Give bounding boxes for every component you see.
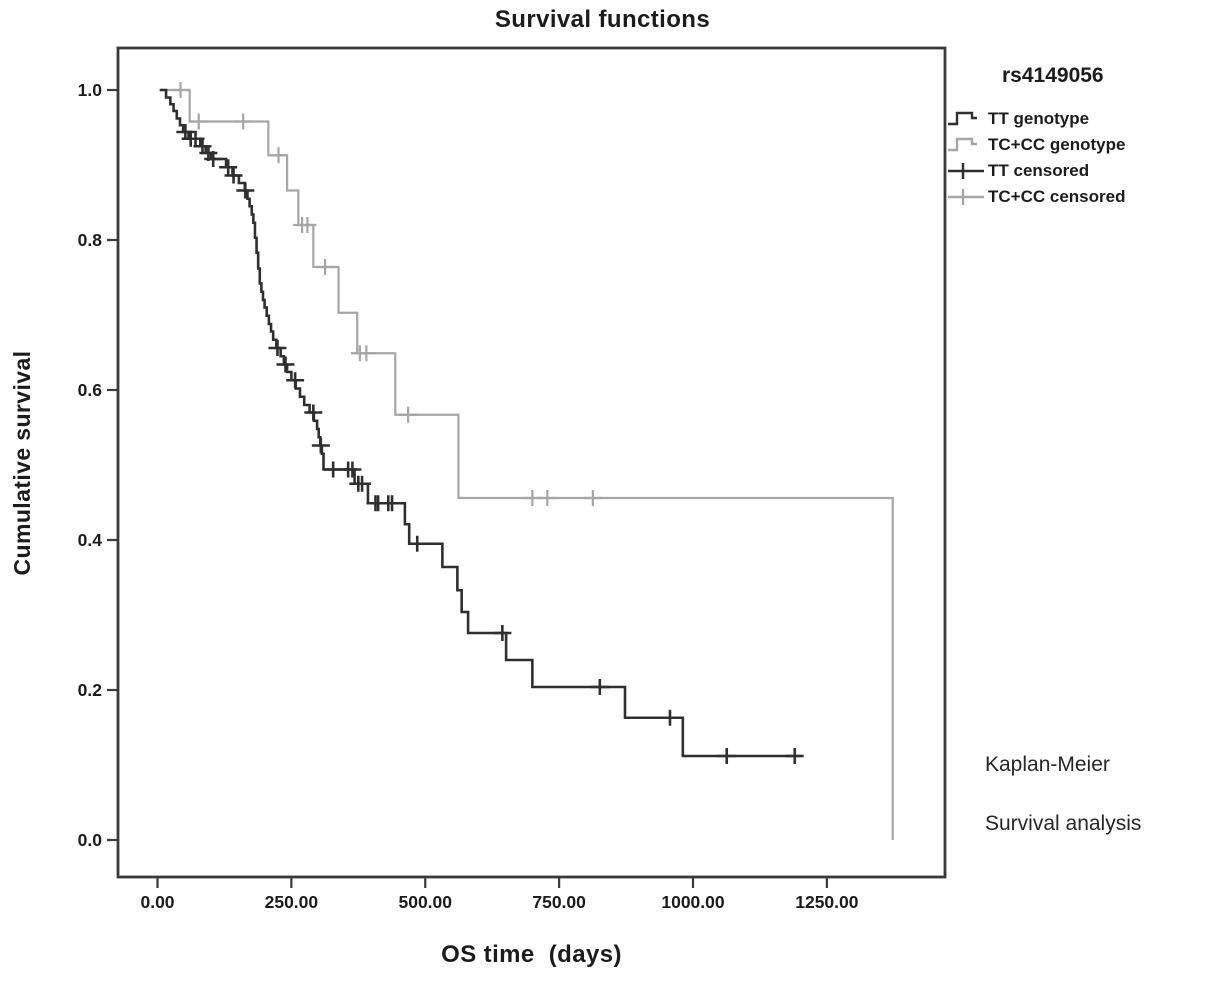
x-tick-label: 750.00 [532,892,586,912]
legend: rs4149056 TT genotype TC+CC genotype TT … [948,64,1198,210]
y-tick-label: 0.2 [78,680,103,700]
tc-cc-genotype-censored-marks [171,82,602,506]
legend-item-label: TT genotype [988,109,1090,128]
x-tick-label: 250.00 [265,892,319,912]
y-tick-label: 0.0 [78,830,103,850]
tt-genotype-step-line-icon [948,111,977,126]
x-tick-label: 0.00 [140,892,174,912]
axis-ticks: 0.00 250.00 500.00 750.00 1000.00 1250.00 1.0 0… [78,80,859,912]
chart-title: Survival functions [494,6,711,33]
legend-item-label: TT censored [988,161,1090,180]
tt-genotype-curve [159,88,801,758]
tt-censored-plus-icon [948,163,984,179]
x-tick-label: 1250.00 [795,892,859,912]
tc-cc-genotype-step-line-icon [948,137,977,152]
y-axis-title: Cumulative survival [9,350,35,576]
x-tick-label: 500.00 [398,892,452,912]
legend-item-tc-cc-genotype: TC+CC genotype [948,132,1198,158]
plot-frame [116,46,947,879]
annotation-kaplan-meier: Kaplan-Meier [985,753,1110,776]
tc-cc-genotype-curve [161,88,894,840]
x-tick-label: 1000.00 [661,892,725,912]
annotation-survival-analysis: Survival analysis [985,812,1142,835]
legend-item-tt-censored: TT censored [948,158,1198,184]
y-tick-label: 0.6 [78,380,103,400]
y-tick-label: 1.0 [78,80,103,100]
legend-title: rs4149056 [1002,64,1104,87]
legend-item-label: TC+CC genotype [988,135,1126,154]
tc-cc-censored-plus-icon [948,189,984,205]
tt-genotype-censored-marks [176,124,804,764]
y-tick-label: 0.4 [78,530,103,550]
x-axis-title: OS time (days) [441,941,622,968]
legend-item-label: TC+CC censored [988,187,1126,206]
y-tick-label: 0.8 [78,230,103,250]
legend-item-tc-cc-censored: TC+CC censored [948,184,1198,210]
legend-item-tt-genotype: TT genotype [948,106,1198,132]
